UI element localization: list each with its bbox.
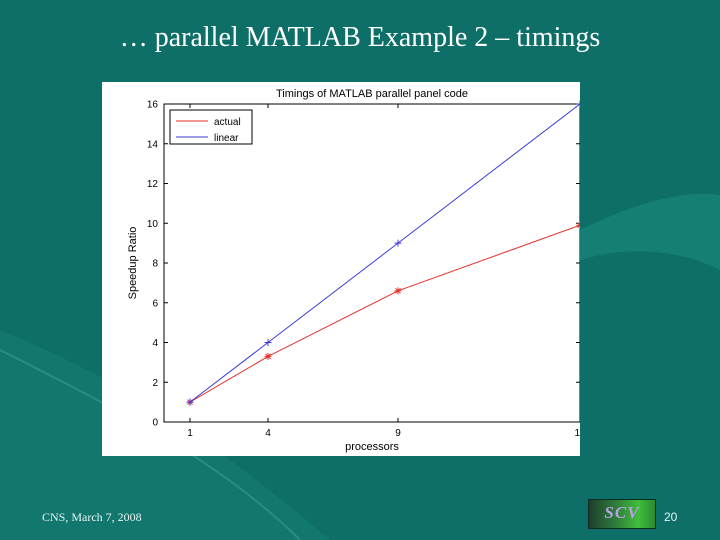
x-tick-label: 4 [265, 428, 271, 439]
x-tick-label: 16 [574, 428, 580, 439]
data-point-linear [264, 339, 272, 346]
data-point-linear [394, 239, 402, 247]
line-chart: Timings of MATLAB parallel panel code 0 2 4… [127, 88, 580, 453]
page-number: 20 [664, 510, 678, 524]
logo-text: SCV [604, 503, 640, 522]
x-tick-label: 1 [187, 428, 193, 439]
data-point-actual [394, 287, 402, 295]
data-point-linear [576, 100, 580, 108]
chart-panel: Timings of MATLAB parallel panel code 0 2 4… [102, 82, 580, 456]
data-point-actual [576, 221, 580, 229]
y-tick-label: 16 [147, 100, 159, 111]
legend-label-linear: linear [214, 133, 239, 144]
series-line-actual [189, 224, 580, 403]
legend-box [169, 109, 253, 145]
footer-date: CNS, March 7, 2008 [42, 510, 142, 524]
y-tick-label: 12 [147, 179, 159, 190]
y-tick-label: 8 [152, 259, 158, 270]
legend-label-actual: actual [214, 117, 241, 128]
slide-title: … parallel MATLAB Example 2 – timings [119, 22, 601, 53]
y-tick-label: 4 [152, 338, 158, 349]
series-line-linear [189, 103, 580, 403]
y-tick-label: 6 [152, 298, 158, 309]
y-tick-label: 14 [147, 139, 159, 150]
y-tick-label: 10 [147, 219, 159, 230]
chart-title: Timings of MATLAB parallel panel code [276, 88, 468, 100]
x-axis-label: processors [345, 441, 399, 453]
y-axis-label: Speedup Ratio [127, 227, 139, 300]
y-tick-label: 0 [152, 418, 158, 429]
scv-logo: SCV [588, 499, 656, 529]
y-tick-label: 2 [152, 378, 158, 389]
data-point-linear [186, 398, 194, 406]
x-tick-label: 9 [395, 428, 401, 439]
data-point-actual [264, 352, 272, 360]
